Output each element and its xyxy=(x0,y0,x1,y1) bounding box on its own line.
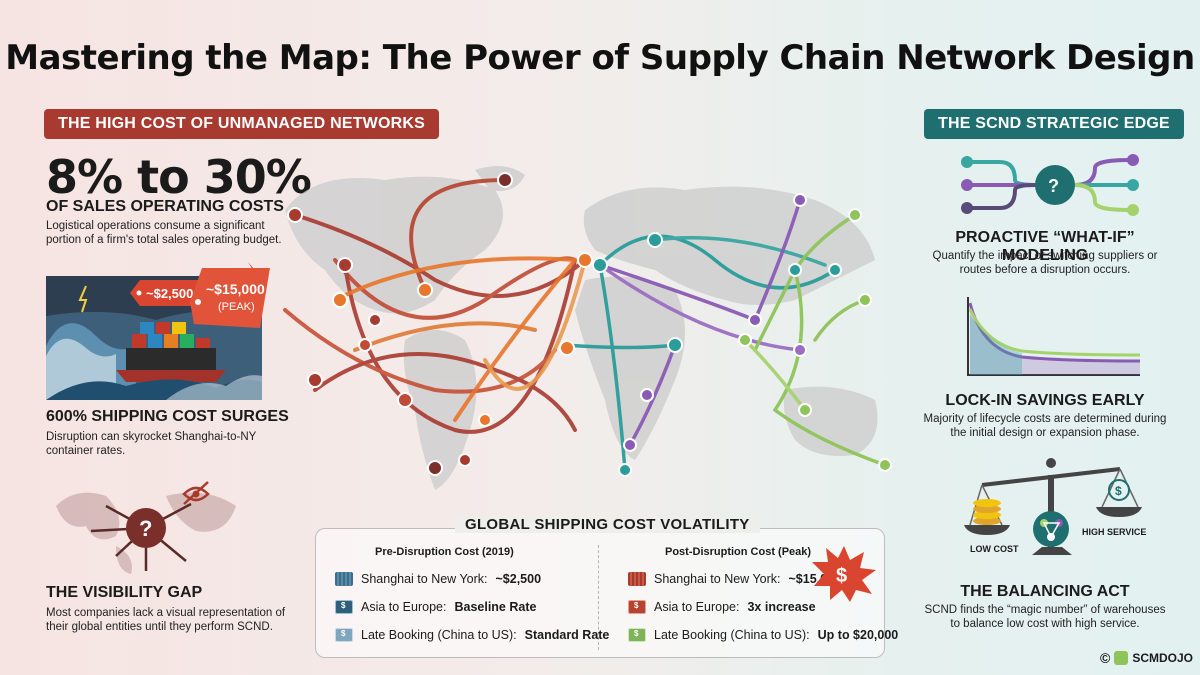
left-section-banner: THE HIGH COST OF UNMANAGED NETWORKS xyxy=(44,109,439,139)
balancing-heading: THE BALANCING ACT xyxy=(960,583,1130,600)
row-value: ~$2,500 xyxy=(495,572,542,586)
cost-stat-subtitle: OF SALES OPERATING COSTS xyxy=(46,198,284,215)
dollar-bill-icon xyxy=(335,628,353,642)
table-row: Shanghai to New York: ~$2,500 xyxy=(335,572,541,586)
lock-in-heading: LOCK-IN SAVINGS EARLY xyxy=(945,392,1145,409)
table-row: Asia to Europe: 3x increase xyxy=(628,600,816,614)
dollar-bill-icon xyxy=(628,600,646,614)
high-service-label: HIGH SERVICE xyxy=(1082,527,1147,537)
visibility-gap-heading: THE VISIBILITY GAP xyxy=(46,584,203,601)
row-label: Asia to Europe: xyxy=(361,600,447,614)
whatif-heading: PROACTIVE “WHAT-IF” MODELING xyxy=(955,229,1135,264)
savings-curve-icon xyxy=(962,295,1142,385)
peak-price-tag: ~$15,000 (PEAK) xyxy=(190,262,270,335)
visibility-gap-illustration: ? xyxy=(46,476,246,576)
dollar-bill-icon xyxy=(335,600,353,614)
pre-disruption-header: Pre-Disruption Cost (2019) xyxy=(375,546,514,558)
row-value: Up to $20,000 xyxy=(817,628,899,642)
post-disruption-header: Post-Disruption Cost (Peak) xyxy=(665,546,812,558)
logo-icon xyxy=(1114,651,1129,665)
page-title: Mastering the Map: The Power of Supply C… xyxy=(5,38,1195,78)
svg-text:$: $ xyxy=(1115,484,1122,498)
world-network-map xyxy=(255,150,915,515)
balance-scale-icon: $ xyxy=(962,455,1142,580)
low-price-tag: ~$2,500 xyxy=(130,278,200,313)
cost-stat-description: Logistical operations consume a signific… xyxy=(46,220,282,246)
dollar-bill-icon xyxy=(628,628,646,642)
network-nodes xyxy=(287,172,892,477)
red-routes xyxy=(283,178,587,434)
row-label: Shanghai to New York: xyxy=(361,572,488,586)
container-icon xyxy=(628,572,646,586)
row-value: Standard Rate xyxy=(524,628,610,642)
continents xyxy=(285,166,878,490)
right-section-banner: THE SCND STRATEGIC EDGE xyxy=(924,109,1184,139)
container-icon xyxy=(335,572,353,586)
peak-note-text: (PEAK) xyxy=(218,301,255,313)
svg-text:$: $ xyxy=(836,565,847,587)
brand-footer: © SCMDOJO xyxy=(1100,650,1193,666)
surge-heading: 600% SHIPPING COST SURGES xyxy=(46,408,289,425)
whatif-description: Quantify the impact of switching supplie… xyxy=(932,250,1158,276)
lock-in-description: Majority of lifecycle costs are determin… xyxy=(923,413,1167,439)
row-value: 3x increase xyxy=(747,600,816,614)
row-label: Late Booking (China to US): xyxy=(361,628,517,642)
scenario-branching-icon: ? xyxy=(955,150,1145,225)
svg-text:?: ? xyxy=(1048,176,1059,196)
visibility-gap-description: Most companies lack a visual representat… xyxy=(46,607,286,633)
table-row: Asia to Europe: Baseline Rate xyxy=(335,600,536,614)
table-row: Late Booking (China to US): Up to $20,00… xyxy=(628,628,898,642)
dollar-starburst-icon: $ xyxy=(810,544,878,607)
cost-percentage-stat: 8% to 30% xyxy=(46,150,312,204)
brand-name: SCMDOJO xyxy=(1132,651,1194,665)
hidden-eye-icon xyxy=(182,481,210,505)
orange-routes xyxy=(333,256,587,422)
peak-price-text: ~$15,000 xyxy=(206,281,265,297)
table-row: Late Booking (China to US): Standard Rat… xyxy=(335,628,609,642)
copyright-icon: © xyxy=(1100,650,1111,666)
row-value: Baseline Rate xyxy=(454,600,537,614)
row-label: Asia to Europe: xyxy=(654,600,740,614)
svg-text:?: ? xyxy=(139,516,152,541)
low-price-text: ~$2,500 xyxy=(146,286,193,301)
balancing-description: SCND finds the “magic number” of warehou… xyxy=(924,604,1166,630)
surge-description: Disruption can skyrocket Shanghai-to-NY … xyxy=(46,431,257,457)
table-column-divider xyxy=(598,545,599,650)
row-label: Shanghai to New York: xyxy=(654,572,781,586)
row-label: Late Booking (China to US): xyxy=(654,628,810,642)
low-cost-label: LOW COST xyxy=(970,544,1019,554)
shipping-table-title: GLOBAL SHIPPING COST VOLATILITY xyxy=(455,516,760,533)
